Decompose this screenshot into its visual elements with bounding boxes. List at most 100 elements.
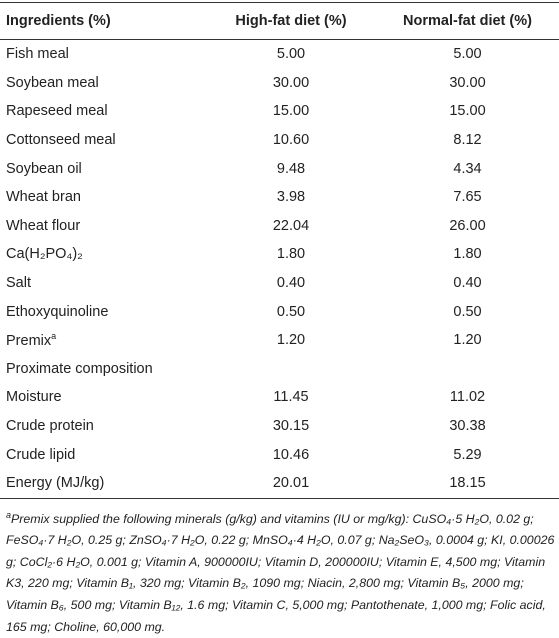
- table-cell: 22.04: [206, 212, 376, 241]
- cell-text: 9.48: [277, 161, 305, 177]
- cell-text: Premix: [6, 333, 51, 349]
- cell-text: Soybean meal: [6, 75, 99, 91]
- table-cell: 0.50: [206, 297, 376, 326]
- table-cell: Soybean oil: [0, 154, 206, 183]
- table-cell: Moisture: [0, 383, 206, 412]
- cell-text: Wheat bran: [6, 189, 81, 205]
- cell-text: Crude lipid: [6, 447, 75, 463]
- table-cell: 1.80: [376, 240, 559, 269]
- table-cell: Ca(H₂PO₄)₂: [0, 240, 206, 269]
- table-cell: 3.98: [206, 183, 376, 212]
- table-row: Rapeseed meal 15.00 15.00: [0, 97, 559, 126]
- table-cell: 1.20: [206, 326, 376, 355]
- table-cell: 30.00: [206, 69, 376, 98]
- footnote: aPremix supplied the following minerals …: [0, 499, 559, 638]
- header-cell: Normal-fat diet (%): [376, 3, 559, 40]
- table-cell: Ethoxyquinoline: [0, 297, 206, 326]
- table-header: Ingredients (%)High-fat diet (%)Normal-f…: [0, 3, 559, 40]
- table-cell: Soybean meal: [0, 69, 206, 98]
- table-row: Ethoxyquinoline 0.50 0.50: [0, 297, 559, 326]
- table-cell: 11.45: [206, 383, 376, 412]
- table-cell: Crude lipid: [0, 440, 206, 469]
- table-cell: 7.65: [376, 183, 559, 212]
- table-cell: 0.40: [376, 269, 559, 298]
- table-row: Ca(H₂PO₄)₂ 1.80 1.80: [0, 240, 559, 269]
- table-row: Energy (MJ/kg) 20.01 18.15: [0, 469, 559, 498]
- table-cell: Crude protein: [0, 412, 206, 441]
- table-cell: 9.48: [206, 154, 376, 183]
- table-cell: 5.00: [376, 40, 559, 69]
- table-cell: 18.15: [376, 469, 559, 498]
- table-cell: Rapeseed meal: [0, 97, 206, 126]
- cell-text: 30.38: [449, 418, 485, 434]
- table-cell: Cottonseed meal: [0, 126, 206, 155]
- footnote-text: Premix supplied the following minerals (…: [6, 512, 554, 634]
- cell-text: 30.00: [449, 75, 485, 91]
- cell-text: Ca(H₂PO₄)₂: [6, 246, 83, 262]
- cell-text: 30.00: [273, 75, 309, 91]
- cell-text: Crude protein: [6, 418, 94, 434]
- table-row: Wheat flour 22.04 26.00: [0, 212, 559, 241]
- table-cell: 11.02: [376, 383, 559, 412]
- table-cell: Wheat flour: [0, 212, 206, 241]
- cell-text: 5.29: [453, 447, 481, 463]
- cell-text: 1.80: [277, 246, 305, 262]
- table-cell: 30.00: [376, 69, 559, 98]
- cell-text: 1.20: [277, 332, 305, 348]
- cell-text: Fish meal: [6, 46, 69, 62]
- cell-text: 5.00: [453, 46, 481, 62]
- cell-text: Cottonseed meal: [6, 132, 116, 148]
- cell-text: 10.46: [273, 447, 309, 463]
- cell-text: 0.40: [453, 275, 481, 291]
- table-cell: 15.00: [376, 97, 559, 126]
- cell-text: 8.12: [453, 132, 481, 148]
- table-cell: 1.80: [206, 240, 376, 269]
- table-cell: Wheat bran: [0, 183, 206, 212]
- table-cell: 0.50: [376, 297, 559, 326]
- table-cell: 20.01: [206, 469, 376, 498]
- table-row: Moisture 11.45 11.02: [0, 383, 559, 412]
- cell-text: 30.15: [273, 418, 309, 434]
- cell-text: 1.80: [453, 246, 481, 262]
- cell-text: Wheat flour: [6, 218, 80, 234]
- table-cell: 30.38: [376, 412, 559, 441]
- cell-text: 0.40: [277, 275, 305, 291]
- table-row: Wheat bran 3.98 7.65: [0, 183, 559, 212]
- cell-text: Salt: [6, 275, 31, 291]
- cell-text: Moisture: [6, 389, 62, 405]
- footnote-marker: a: [51, 331, 56, 341]
- table-cell: 26.00: [376, 212, 559, 241]
- cell-text: Energy (MJ/kg): [6, 475, 104, 491]
- cell-text: 0.50: [453, 304, 481, 320]
- table-row: Cottonseed meal 10.60 8.12: [0, 126, 559, 155]
- cell-text: 15.00: [273, 103, 309, 119]
- table-cell: Premixa: [0, 326, 206, 355]
- table-cell: 1.20: [376, 326, 559, 355]
- ingredients-table: Ingredients (%)High-fat diet (%)Normal-f…: [0, 2, 559, 499]
- cell-text: 15.00: [449, 103, 485, 119]
- cell-text: 20.01: [273, 475, 309, 491]
- cell-text: 10.60: [273, 132, 309, 148]
- table-cell: 4.34: [376, 154, 559, 183]
- cell-text: 3.98: [277, 189, 305, 205]
- table-row: Premixa 1.20 1.20: [0, 326, 559, 355]
- cell-text: 4.34: [453, 161, 481, 177]
- table-row: Salt 0.40 0.40: [0, 269, 559, 298]
- table-cell: 8.12: [376, 126, 559, 155]
- cell-text: 11.02: [450, 389, 485, 405]
- cell-text: Rapeseed meal: [6, 103, 108, 119]
- cell-text: 11.45: [273, 389, 308, 405]
- header-cell: High-fat diet (%): [206, 3, 376, 40]
- cell-text: Proximate composition: [6, 361, 153, 377]
- table-cell: 5.00: [206, 40, 376, 69]
- table-cell: 30.15: [206, 412, 376, 441]
- cell-text: 22.04: [273, 218, 309, 234]
- table-cell: Fish meal: [0, 40, 206, 69]
- table-row: Fish meal 5.00 5.00: [0, 40, 559, 69]
- table-row: Soybean oil 9.48 4.34: [0, 154, 559, 183]
- header-cell: Ingredients (%): [0, 3, 206, 40]
- cell-text: 18.15: [449, 475, 485, 491]
- cell-text: Ethoxyquinoline: [6, 304, 108, 320]
- table-cell: 10.46: [206, 440, 376, 469]
